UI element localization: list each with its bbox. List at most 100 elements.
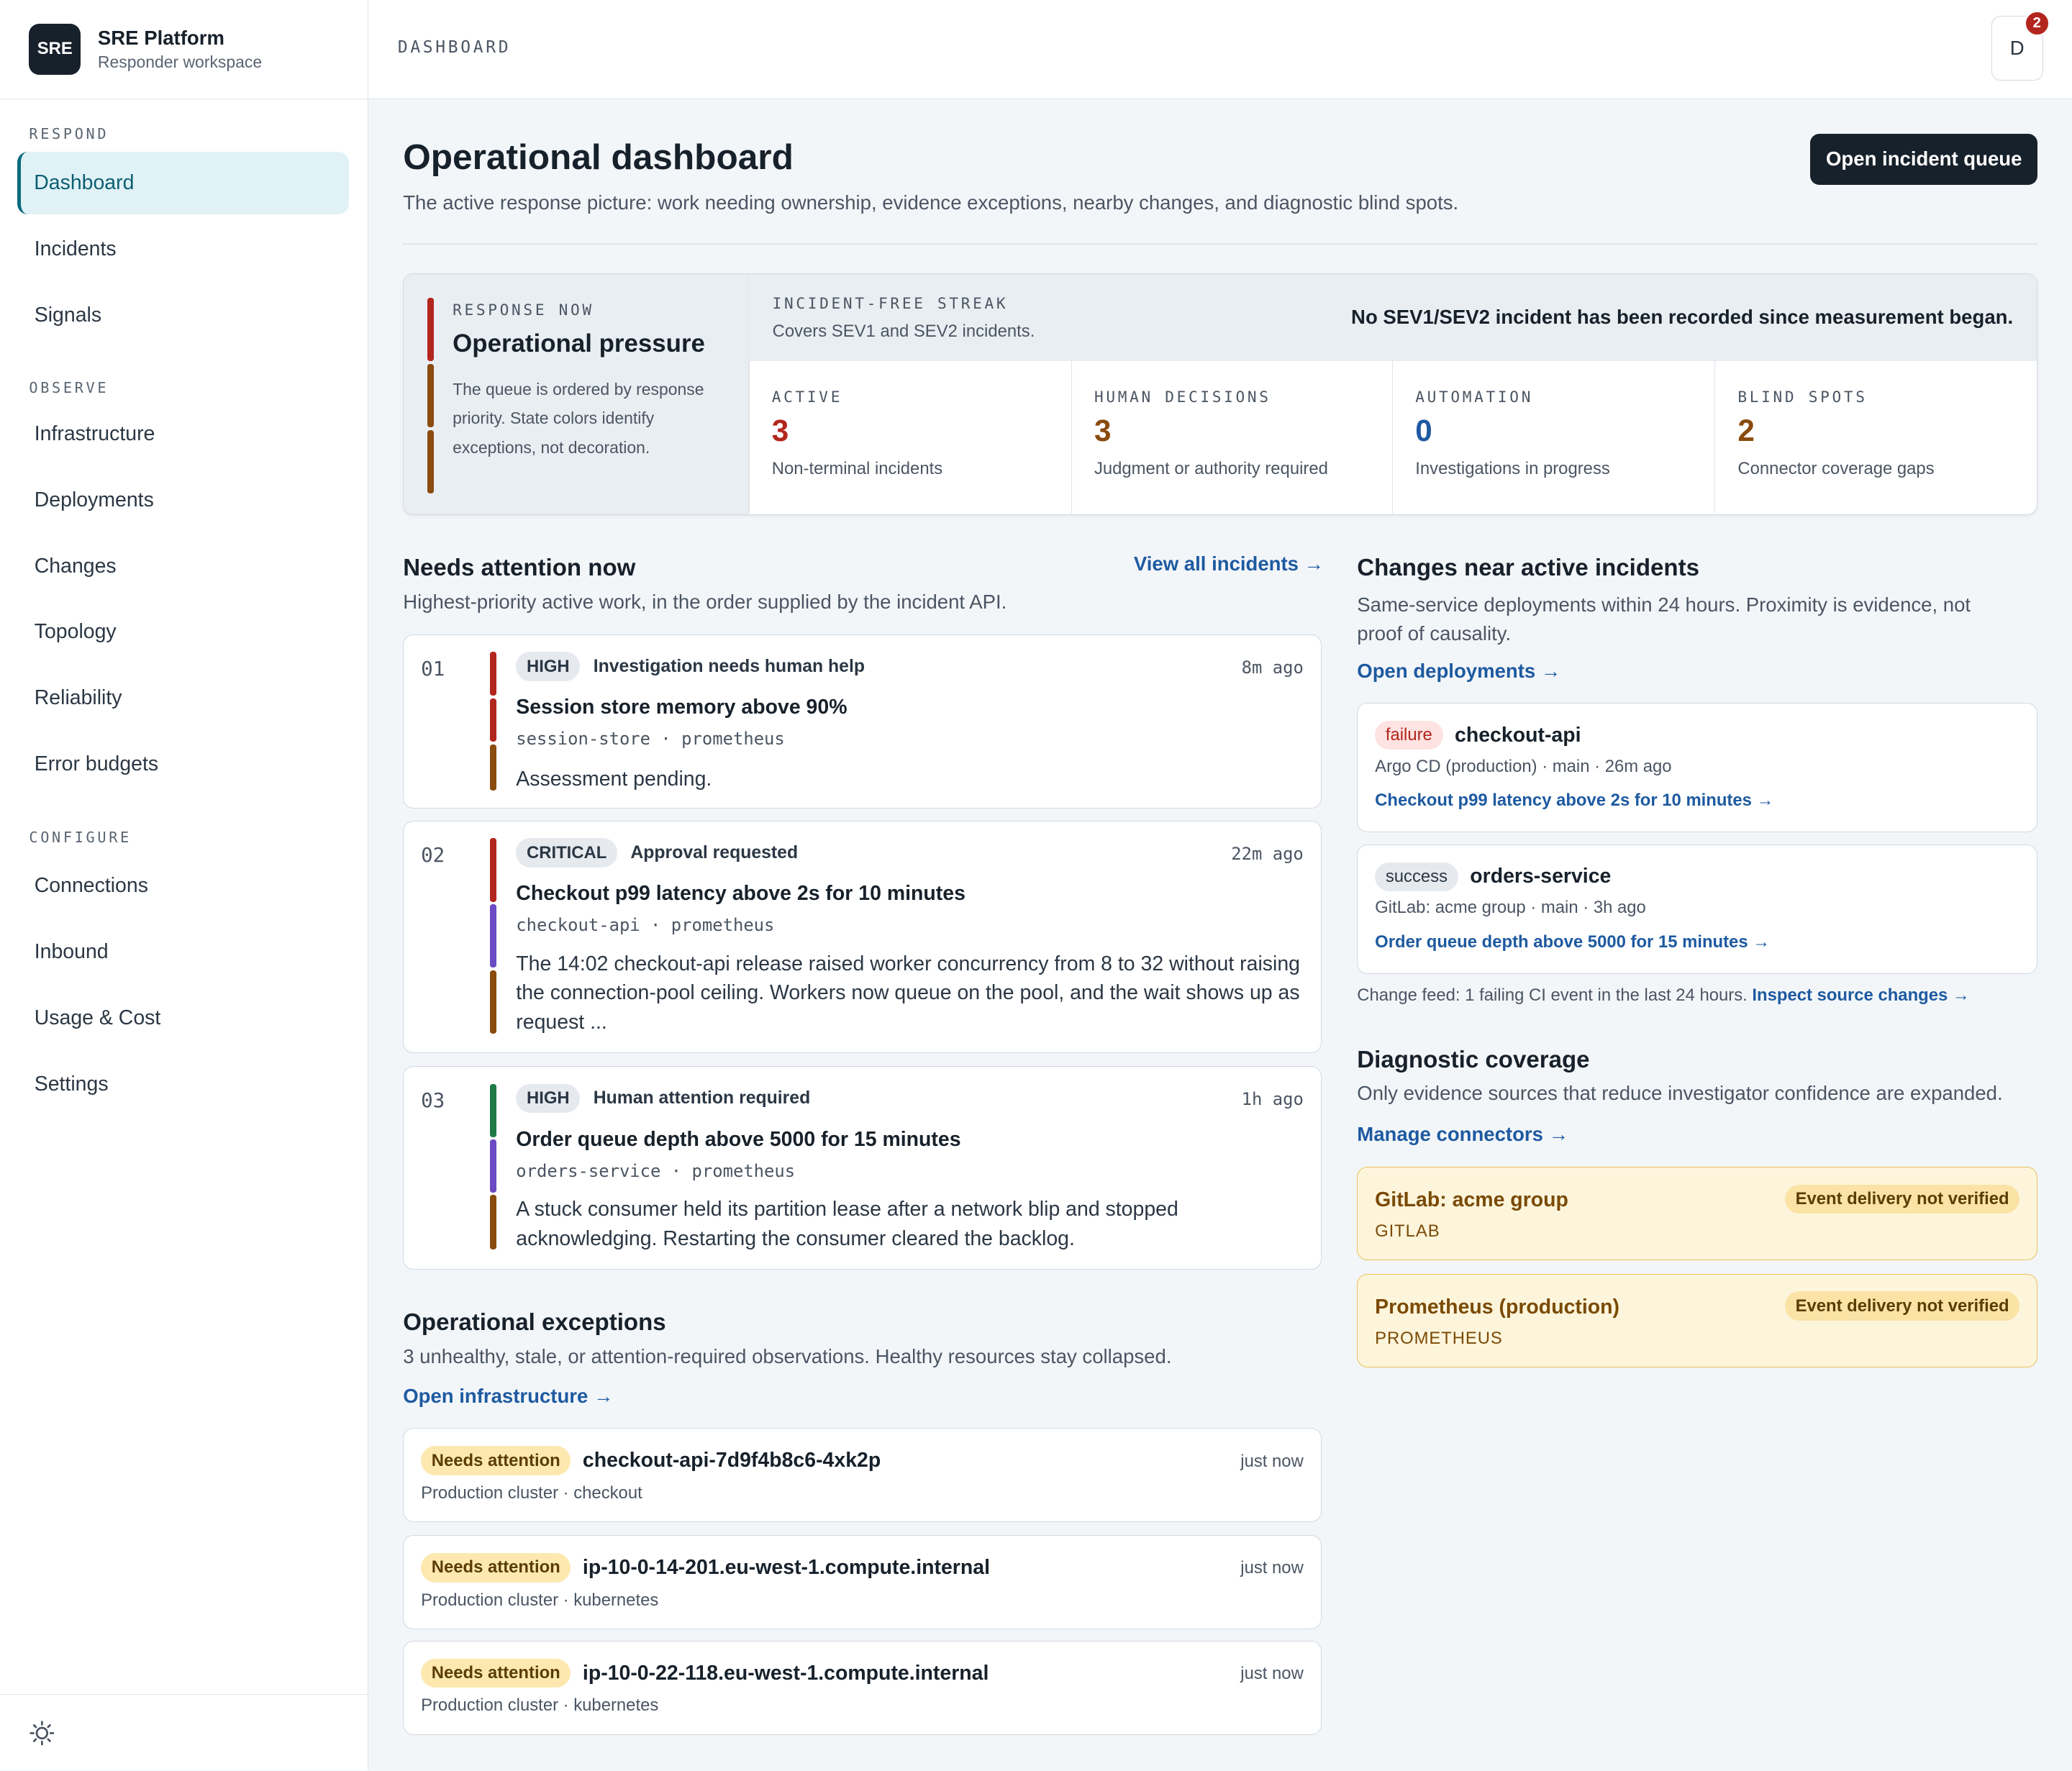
incident-card[interactable]: 03 HIGH Human attention required 1h ago … — [403, 1066, 1322, 1270]
incident-source: prometheus — [691, 1160, 796, 1181]
incident-title[interactable]: Order queue depth above 5000 for 15 minu… — [516, 1127, 961, 1151]
change-service: checkout-api — [1455, 723, 1581, 747]
connector-type: PROMETHEUS — [1375, 1328, 1503, 1348]
brand-subtitle: Responder workspace — [97, 52, 263, 71]
sidebar-item-dashboard[interactable]: Dashboard — [17, 152, 349, 214]
change-meta: GitLab: acme group · main · 3h ago — [1375, 898, 1646, 918]
metric-desc: Judgment or authority required — [1094, 458, 1328, 478]
open-infrastructure-link[interactable]: Open infrastructure → — [403, 1384, 614, 1407]
main-content: Operational dashboard The active respons… — [368, 99, 2072, 1770]
delivery-status-badge: Event delivery not verified — [1784, 1291, 2020, 1321]
incident-source: prometheus — [671, 914, 775, 935]
sidebar-item-infrastructure[interactable]: Infrastructure — [34, 422, 155, 445]
sidebar-item-deployments[interactable]: Deployments — [34, 488, 154, 511]
incident-status: Investigation needs human help — [593, 656, 865, 676]
change-feed-text: Change feed: 1 failing CI event in the l… — [1357, 985, 1748, 1006]
metric-value: 0 — [1415, 414, 1432, 448]
state-bar — [489, 1084, 496, 1137]
state-bar — [489, 1139, 496, 1193]
theme-toggle-sun-icon[interactable] — [29, 1720, 55, 1747]
changes-subtitle: Same-service deployments within 24 hours… — [1357, 593, 1971, 645]
sidebar-item-signals[interactable]: Signals — [34, 303, 102, 327]
nav-section-respond: RESPOND — [29, 125, 109, 143]
sidebar: SRE SRE Platform Responder workspace RES… — [0, 0, 369, 1771]
exception-row[interactable]: Needs attention checkout-api-7d9f4b8c6-4… — [403, 1428, 1322, 1522]
user-avatar-button[interactable]: D 2 — [1991, 9, 2050, 81]
streak-bar: INCIDENT-FREE STREAK Covers SEV1 and SEV… — [748, 274, 2037, 362]
connector-card[interactable]: GitLab: acme group GITLAB Event delivery… — [1357, 1166, 2038, 1261]
attention-badge: Needs attention — [421, 1659, 571, 1688]
incident-number: 01 — [421, 657, 445, 680]
change-service: orders-service — [1470, 865, 1612, 888]
state-bar — [427, 364, 435, 428]
notification-badge: 2 — [2023, 9, 2050, 37]
severity-badge: HIGH — [516, 1084, 581, 1114]
streak-text: No SEV1/SEV2 incident has been recorded … — [1351, 306, 2014, 329]
exception-row[interactable]: Needs attention ip-10-0-14-201.eu-west-1… — [403, 1535, 1322, 1629]
metric-desc: Non-terminal incidents — [771, 458, 943, 478]
incident-age: 22m ago — [1231, 843, 1304, 864]
exception-row[interactable]: Needs attention ip-10-0-22-118.eu-west-1… — [403, 1641, 1322, 1735]
streak-label: INCIDENT-FREE STREAK — [772, 293, 1009, 312]
incident-title[interactable]: Checkout p99 latency above 2s for 10 min… — [516, 882, 965, 906]
attention-title: Needs attention now — [403, 555, 636, 582]
exception-age: just now — [1240, 1451, 1304, 1471]
incident-title[interactable]: Session store memory above 90% — [516, 696, 848, 719]
state-bar — [427, 298, 435, 362]
nav-section-observe: OBSERVE — [29, 379, 109, 397]
state-bar — [489, 970, 496, 1034]
metric-label: AUTOMATION — [1415, 388, 1534, 406]
metric-label: BLIND SPOTS — [1737, 388, 1868, 406]
change-feed: Change feed: 1 failing CI event in the l… — [1357, 985, 1969, 1006]
brand-title: SRE Platform — [97, 27, 224, 50]
incident-number: 02 — [421, 843, 445, 867]
sidebar-item-topology[interactable]: Topology — [34, 620, 117, 644]
connector-type: GITLAB — [1375, 1221, 1440, 1242]
change-card[interactable]: success orders-service GitLab: acme grou… — [1357, 844, 2038, 974]
streak-note: Covers SEV1 and SEV2 incidents. — [772, 322, 1035, 342]
deploy-status-badge: failure — [1375, 720, 1443, 750]
metric-automation: AUTOMATION 0 Investigations in progress — [1392, 361, 1714, 514]
brand: SRE SRE Platform Responder workspace — [0, 0, 368, 99]
metric-desc: Connector coverage gaps — [1737, 458, 1935, 478]
sidebar-item-incidents[interactable]: Incidents — [34, 237, 117, 260]
incident-summary: A stuck consumer held its partition leas… — [516, 1198, 1178, 1250]
manage-connectors-link[interactable]: Manage connectors → — [1357, 1123, 1569, 1146]
state-bar — [489, 1195, 496, 1249]
change-incident-link[interactable]: Checkout p99 latency above 2s for 10 min… — [1375, 791, 1774, 811]
resource-meta: Production cluster · checkout — [421, 1483, 642, 1503]
incident-service: checkout-api — [516, 914, 640, 935]
resource-meta: Production cluster · kubernetes — [421, 1590, 659, 1610]
metric-label: HUMAN DECISIONS — [1094, 388, 1271, 406]
exception-age: just now — [1240, 1664, 1304, 1684]
sidebar-item-settings[interactable]: Settings — [34, 1072, 109, 1096]
resource-name: ip-10-0-14-201.eu-west-1.compute.interna… — [582, 1555, 990, 1579]
connector-card[interactable]: Prometheus (production) PROMETHEUS Event… — [1357, 1273, 2038, 1367]
avatar-initial: D — [2009, 37, 2025, 60]
metric-value: 2 — [1737, 414, 1755, 448]
sidebar-item-inbound[interactable]: Inbound — [34, 939, 109, 963]
sidebar-item-connections[interactable]: Connections — [34, 874, 148, 897]
pressure-description: The queue is ordered by response priorit… — [453, 379, 704, 457]
delivery-status-badge: Event delivery not verified — [1784, 1184, 2020, 1214]
sidebar-item-error-budgets[interactable]: Error budgets — [34, 752, 159, 776]
state-bar — [489, 652, 496, 696]
coverage-title: Diagnostic coverage — [1357, 1046, 1590, 1073]
change-incident-link[interactable]: Order queue depth above 5000 for 15 minu… — [1375, 932, 1771, 952]
state-bar — [489, 838, 496, 902]
sidebar-item-usage-cost[interactable]: Usage & Cost — [34, 1006, 161, 1029]
incident-service: orders-service — [516, 1160, 661, 1181]
inspect-source-changes-link[interactable]: Inspect source changes → — [1752, 985, 1970, 1006]
brand-logo[interactable]: SRE — [29, 23, 81, 76]
open-deployments-link[interactable]: Open deployments → — [1357, 659, 1561, 682]
sidebar-item-changes[interactable]: Changes — [34, 554, 117, 578]
changes-title: Changes near active incidents — [1357, 555, 1699, 582]
breadcrumb: DASHBOARD — [397, 38, 512, 58]
incident-card[interactable]: 01 HIGH Investigation needs human help 8… — [403, 634, 1322, 809]
view-all-incidents-link[interactable]: View all incidents → — [1133, 552, 1324, 575]
sidebar-item-reliability[interactable]: Reliability — [34, 686, 122, 710]
open-incident-queue-button[interactable]: Open incident queue — [1810, 133, 2038, 186]
change-card[interactable]: failure checkout-api Argo CD (production… — [1357, 703, 2038, 833]
incident-card[interactable]: 02 CRITICAL Approval requested 22m ago C… — [403, 820, 1322, 1053]
attention-subtitle: Highest-priority active work, in the ord… — [403, 591, 1007, 613]
